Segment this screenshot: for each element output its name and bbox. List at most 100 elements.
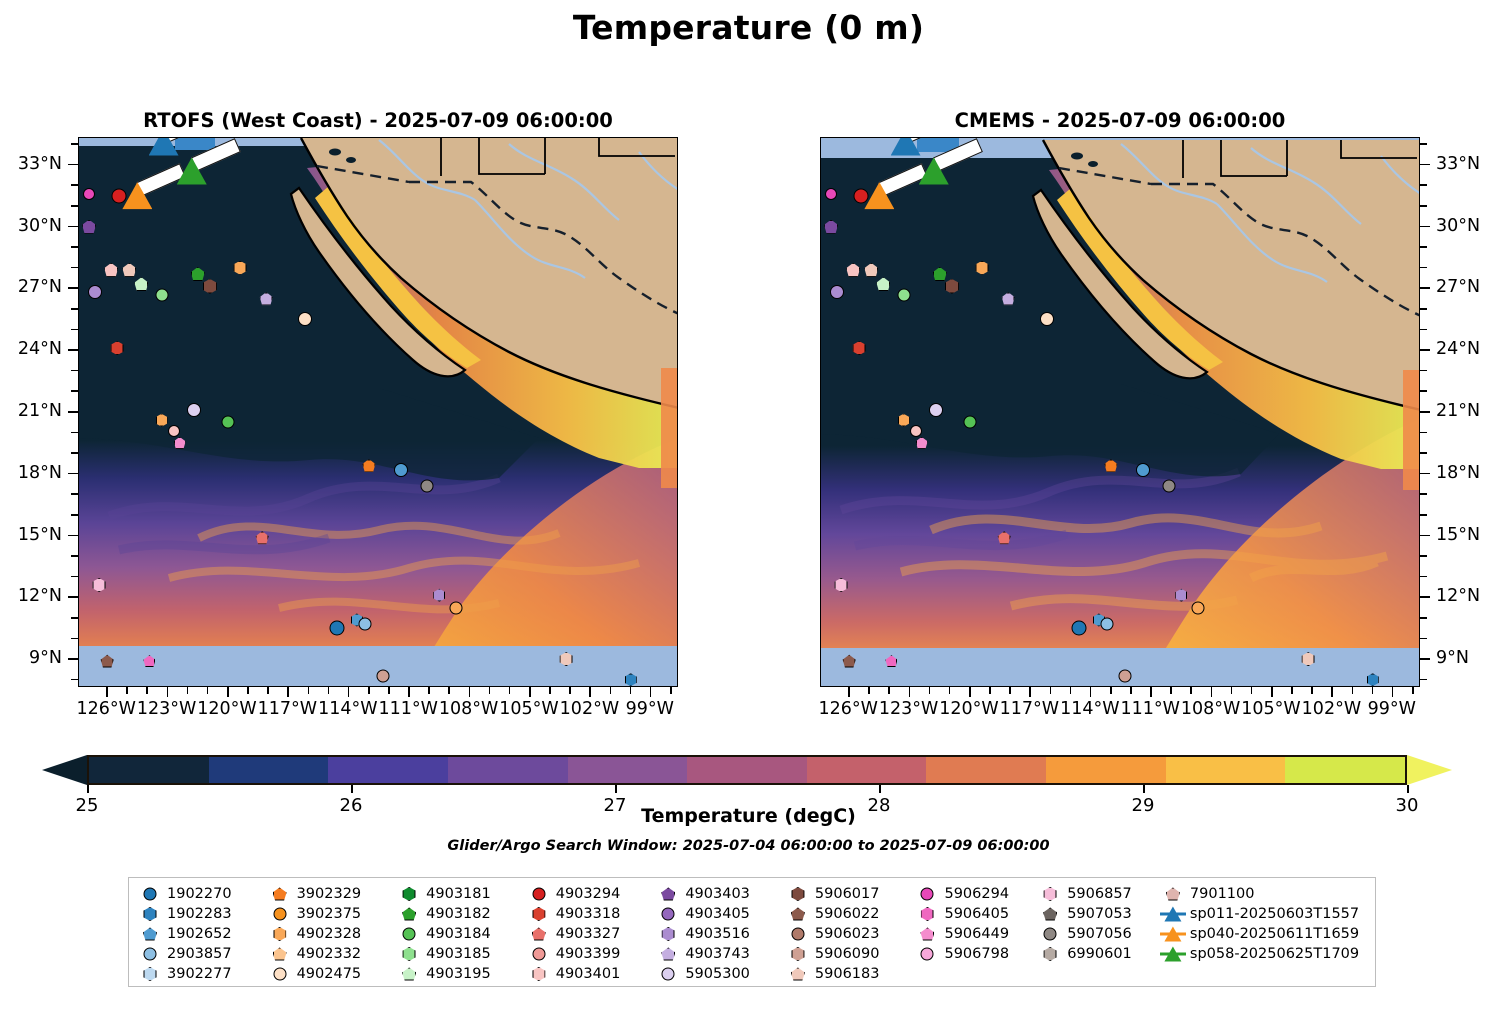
argo-float-marker[interactable]: [362, 459, 376, 473]
argo-float-marker[interactable]: [143, 655, 156, 668]
glider-marker[interactable]: [890, 138, 921, 156]
legend-item[interactable]: 5905300: [655, 964, 785, 984]
argo-float-marker[interactable]: [1175, 588, 1188, 602]
argo-float-marker[interactable]: [897, 288, 911, 302]
legend-item[interactable]: sp040-20250611T1659: [1159, 924, 1371, 944]
legend-item[interactable]: 4903401: [526, 964, 656, 984]
argo-float-marker[interactable]: [928, 402, 943, 417]
argo-float-marker[interactable]: [190, 266, 205, 281]
argo-float-marker[interactable]: [202, 278, 217, 294]
glider-marker[interactable]: [148, 138, 179, 156]
argo-float-marker[interactable]: [82, 219, 97, 234]
legend-item[interactable]: 5907053: [1037, 904, 1160, 924]
argo-float-marker[interactable]: [852, 341, 866, 356]
argo-float-marker[interactable]: [420, 479, 434, 493]
legend-item[interactable]: 4903318: [526, 904, 656, 924]
argo-float-marker[interactable]: [221, 415, 235, 429]
argo-float-marker[interactable]: [885, 655, 898, 668]
argo-float-marker[interactable]: [433, 588, 446, 602]
legend-item[interactable]: 4902475: [267, 964, 397, 984]
legend-item[interactable]: 4903327: [526, 924, 656, 944]
legend-item[interactable]: 6990601: [1037, 944, 1160, 964]
argo-float-marker[interactable]: [110, 341, 124, 356]
argo-float-marker[interactable]: [122, 262, 137, 277]
legend-item[interactable]: 4903182: [396, 904, 526, 924]
legend-item[interactable]: 2903857: [137, 944, 267, 964]
legend-item[interactable]: 4903294: [526, 884, 656, 904]
argo-float-marker[interactable]: [824, 219, 839, 234]
argo-float-marker[interactable]: [932, 266, 947, 281]
legend-item[interactable]: 5906857: [1037, 884, 1160, 904]
argo-float-marker[interactable]: [376, 669, 390, 683]
argo-float-marker[interactable]: [963, 415, 977, 429]
argo-float-marker[interactable]: [259, 292, 273, 306]
argo-float-marker[interactable]: [88, 285, 103, 300]
legend-item[interactable]: 5906294: [914, 884, 1037, 904]
legend-item[interactable]: 3902329: [267, 884, 397, 904]
argo-float-marker[interactable]: [1001, 292, 1015, 306]
argo-float-marker[interactable]: [394, 462, 409, 477]
argo-float-marker[interactable]: [255, 531, 269, 545]
argo-float-marker[interactable]: [842, 654, 856, 668]
argo-float-marker[interactable]: [1039, 312, 1054, 327]
legend-item[interactable]: 1902270: [137, 884, 267, 904]
argo-float-marker[interactable]: [846, 262, 861, 277]
argo-float-marker[interactable]: [1100, 617, 1114, 631]
legend-item[interactable]: 5906090: [785, 944, 915, 964]
argo-float-marker[interactable]: [92, 578, 106, 592]
argo-float-marker[interactable]: [864, 262, 879, 277]
argo-float-marker[interactable]: [83, 187, 96, 200]
legend-item[interactable]: 4903184: [396, 924, 526, 944]
legend-item[interactable]: 5906023: [785, 924, 915, 944]
legend-item[interactable]: 7901100: [1160, 884, 1371, 904]
legend-item[interactable]: sp058-20250625T1709: [1159, 944, 1371, 964]
legend-item[interactable]: 1902283: [137, 904, 267, 924]
legend-item[interactable]: 4903195: [396, 964, 526, 984]
argo-float-marker[interactable]: [975, 260, 989, 275]
legend-item[interactable]: 5907056: [1037, 924, 1160, 944]
argo-float-marker[interactable]: [897, 413, 910, 427]
argo-float-marker[interactable]: [834, 578, 848, 592]
legend-item[interactable]: 4903399: [526, 944, 656, 964]
argo-float-marker[interactable]: [167, 424, 180, 437]
argo-float-marker[interactable]: [111, 188, 127, 204]
argo-float-marker[interactable]: [853, 188, 869, 204]
legend-item[interactable]: 5906022: [785, 904, 915, 924]
legend-item[interactable]: 5906017: [785, 884, 915, 904]
argo-float-marker[interactable]: [233, 260, 247, 275]
argo-float-marker[interactable]: [876, 277, 891, 292]
map-cmems[interactable]: [820, 137, 1420, 687]
argo-float-marker[interactable]: [997, 531, 1011, 545]
argo-float-marker[interactable]: [825, 187, 838, 200]
map-rtofs[interactable]: [78, 137, 678, 687]
legend-item[interactable]: 4903185: [396, 944, 526, 964]
argo-float-marker[interactable]: [1191, 601, 1204, 615]
legend-item[interactable]: 4903181: [396, 884, 526, 904]
argo-float-marker[interactable]: [1301, 652, 1315, 667]
legend-item[interactable]: 4903516: [655, 924, 785, 944]
legend-item[interactable]: sp011-20250603T1557: [1159, 904, 1371, 924]
legend-item[interactable]: 4903403: [655, 884, 785, 904]
argo-float-marker[interactable]: [1071, 620, 1087, 636]
legend-item[interactable]: 1902652: [137, 924, 267, 944]
argo-float-marker[interactable]: [155, 288, 169, 302]
argo-float-marker[interactable]: [173, 436, 186, 449]
legend-item[interactable]: 5906405: [914, 904, 1037, 924]
argo-float-marker[interactable]: [186, 402, 201, 417]
legend-item[interactable]: 3902375: [267, 904, 397, 924]
argo-float-marker[interactable]: [358, 617, 372, 631]
legend-item[interactable]: 5906798: [914, 944, 1037, 964]
legend-item[interactable]: 4902332: [267, 944, 397, 964]
argo-float-marker[interactable]: [915, 436, 928, 449]
argo-float-marker[interactable]: [155, 413, 168, 427]
argo-float-marker[interactable]: [100, 654, 114, 668]
argo-float-marker[interactable]: [830, 285, 845, 300]
argo-float-marker[interactable]: [329, 620, 345, 636]
legend-item[interactable]: 4903743: [655, 944, 785, 964]
legend-item[interactable]: 4903405: [655, 904, 785, 924]
legend-item[interactable]: 3902277: [137, 964, 267, 984]
argo-float-marker[interactable]: [944, 278, 959, 294]
argo-float-marker[interactable]: [1136, 462, 1151, 477]
argo-float-marker[interactable]: [559, 652, 573, 667]
argo-float-marker[interactable]: [1118, 669, 1132, 683]
